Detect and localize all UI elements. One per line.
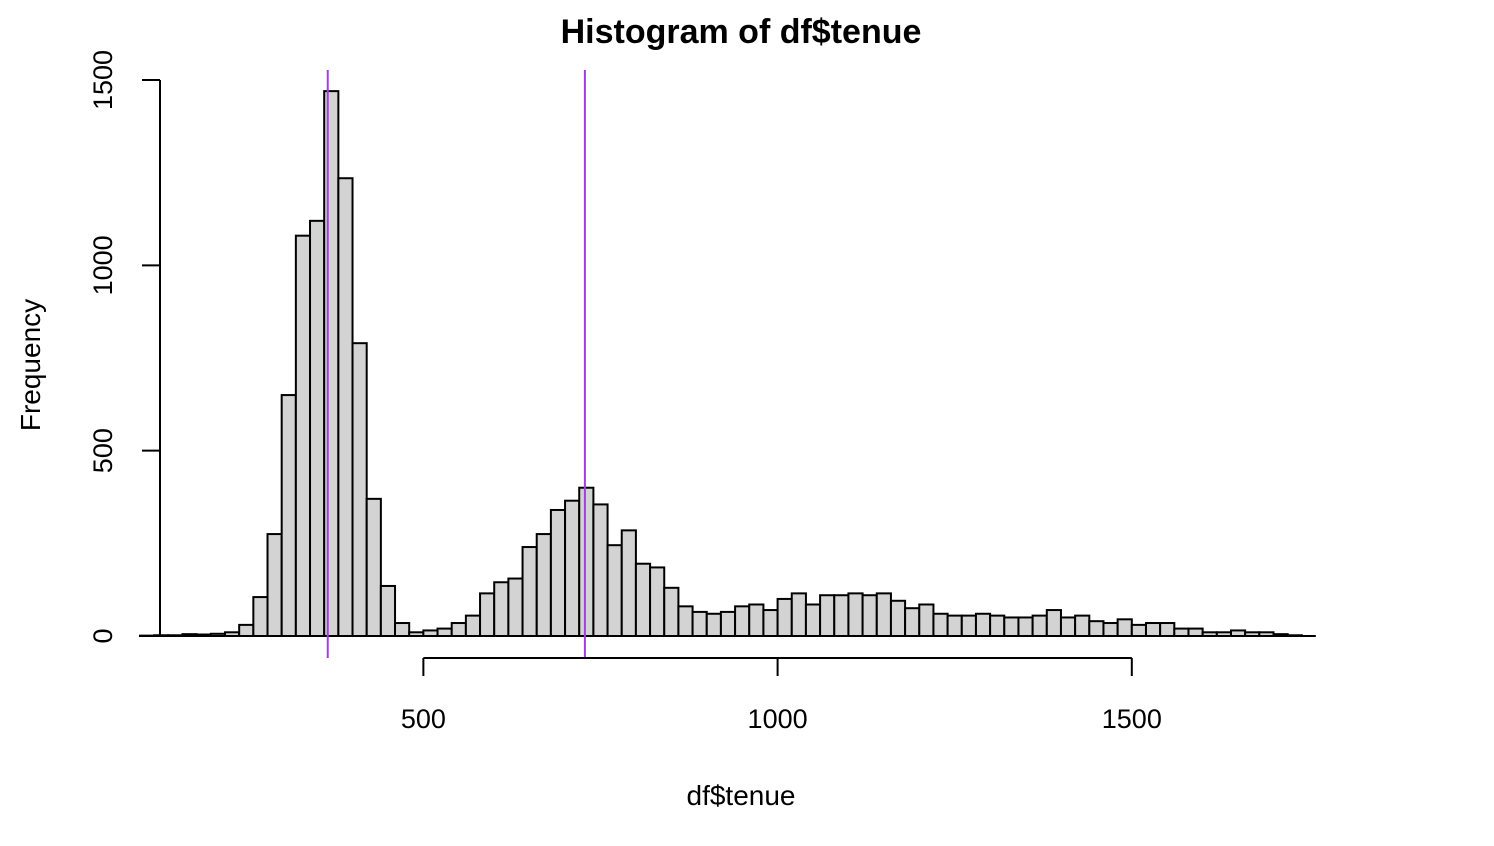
histogram-bar bbox=[847, 592, 864, 638]
histogram-bar bbox=[1059, 616, 1077, 638]
histogram-bar bbox=[790, 592, 807, 638]
histogram-bar bbox=[1074, 614, 1091, 638]
histogram-bar bbox=[1003, 616, 1020, 638]
x-axis: 500 1000 1500 bbox=[401, 657, 1162, 734]
histogram-bar bbox=[252, 596, 269, 638]
histogram-bar bbox=[904, 607, 921, 638]
histogram-bar bbox=[663, 586, 680, 638]
histogram-bar bbox=[507, 577, 524, 638]
y-tick-label: 1500 bbox=[88, 50, 118, 110]
histogram-bar bbox=[450, 622, 467, 638]
histogram-bar bbox=[464, 614, 482, 638]
histogram-bar bbox=[1045, 609, 1062, 638]
x-tick-label: 500 bbox=[401, 704, 446, 734]
histogram-bar bbox=[734, 605, 751, 638]
histogram-bar bbox=[337, 177, 354, 638]
histogram-bar bbox=[351, 342, 368, 637]
x-tick-label: 1500 bbox=[1102, 704, 1162, 734]
histogram-bar bbox=[960, 614, 977, 638]
histogram-bar bbox=[1031, 614, 1048, 638]
histogram-bar bbox=[804, 603, 822, 638]
histogram-bar bbox=[932, 612, 949, 638]
y-axis: 0 500 1000 1500 bbox=[88, 50, 161, 644]
x-tick-label: 1000 bbox=[748, 704, 808, 734]
histogram-bar bbox=[238, 623, 255, 638]
y-tick-label: 0 bbox=[88, 628, 118, 643]
histogram-bar bbox=[564, 499, 581, 637]
histogram-bar bbox=[677, 605, 694, 638]
reference-lines-layer bbox=[326, 70, 586, 658]
histogram-bar bbox=[1159, 622, 1176, 638]
histogram-bar bbox=[705, 612, 722, 638]
histogram-bar bbox=[974, 612, 992, 638]
histogram-bar bbox=[535, 533, 552, 637]
histogram-bar bbox=[394, 622, 411, 638]
histogram-bar bbox=[833, 594, 850, 638]
histogram-bar bbox=[294, 234, 312, 637]
histogram-bar bbox=[649, 566, 666, 638]
histogram-bar bbox=[989, 614, 1006, 638]
histogram-bar bbox=[493, 581, 510, 638]
histogram-bar bbox=[479, 592, 496, 638]
histogram-bar bbox=[606, 544, 623, 637]
y-tick-label: 1000 bbox=[88, 235, 118, 295]
histogram-bar bbox=[549, 508, 567, 637]
histogram-bar bbox=[946, 614, 963, 638]
histogram-bar bbox=[1088, 620, 1105, 638]
histogram-bar bbox=[1144, 622, 1162, 638]
histogram-bar bbox=[748, 603, 765, 638]
histogram-bar bbox=[620, 529, 637, 637]
histogram-bar bbox=[1102, 622, 1119, 638]
histogram-bar bbox=[719, 610, 737, 638]
bars-layer bbox=[139, 90, 1316, 638]
histogram-bar bbox=[691, 610, 708, 638]
x-axis-label: df$tenue bbox=[687, 780, 796, 811]
histogram-bar bbox=[634, 562, 652, 637]
histogram-bar bbox=[819, 594, 836, 638]
histogram-bar bbox=[1187, 627, 1204, 638]
histogram-bar bbox=[776, 597, 793, 638]
histogram-bar bbox=[436, 627, 453, 638]
histogram-bar bbox=[1116, 618, 1133, 638]
histogram-bar bbox=[592, 503, 609, 637]
histogram-bar bbox=[323, 90, 340, 638]
histogram-bar bbox=[1173, 627, 1190, 638]
histogram-bar bbox=[875, 592, 892, 638]
histogram-bar bbox=[379, 584, 397, 638]
y-tick-label: 500 bbox=[88, 428, 118, 473]
histogram-bar bbox=[578, 486, 595, 637]
histogram-bar bbox=[521, 546, 538, 637]
histogram-bar bbox=[365, 497, 382, 637]
histogram-bar bbox=[1130, 623, 1147, 638]
histogram-bar bbox=[309, 219, 326, 637]
histogram-bar bbox=[280, 394, 297, 638]
histogram-bar bbox=[762, 609, 779, 638]
y-axis-label: Frequency bbox=[15, 299, 46, 431]
histogram-bar bbox=[1017, 616, 1034, 638]
histogram-bar bbox=[918, 603, 935, 638]
histogram-bar bbox=[266, 533, 283, 637]
chart-title: Histogram of df$tenue bbox=[561, 13, 922, 51]
histogram-bar bbox=[861, 594, 878, 638]
histogram-bar bbox=[889, 599, 907, 638]
